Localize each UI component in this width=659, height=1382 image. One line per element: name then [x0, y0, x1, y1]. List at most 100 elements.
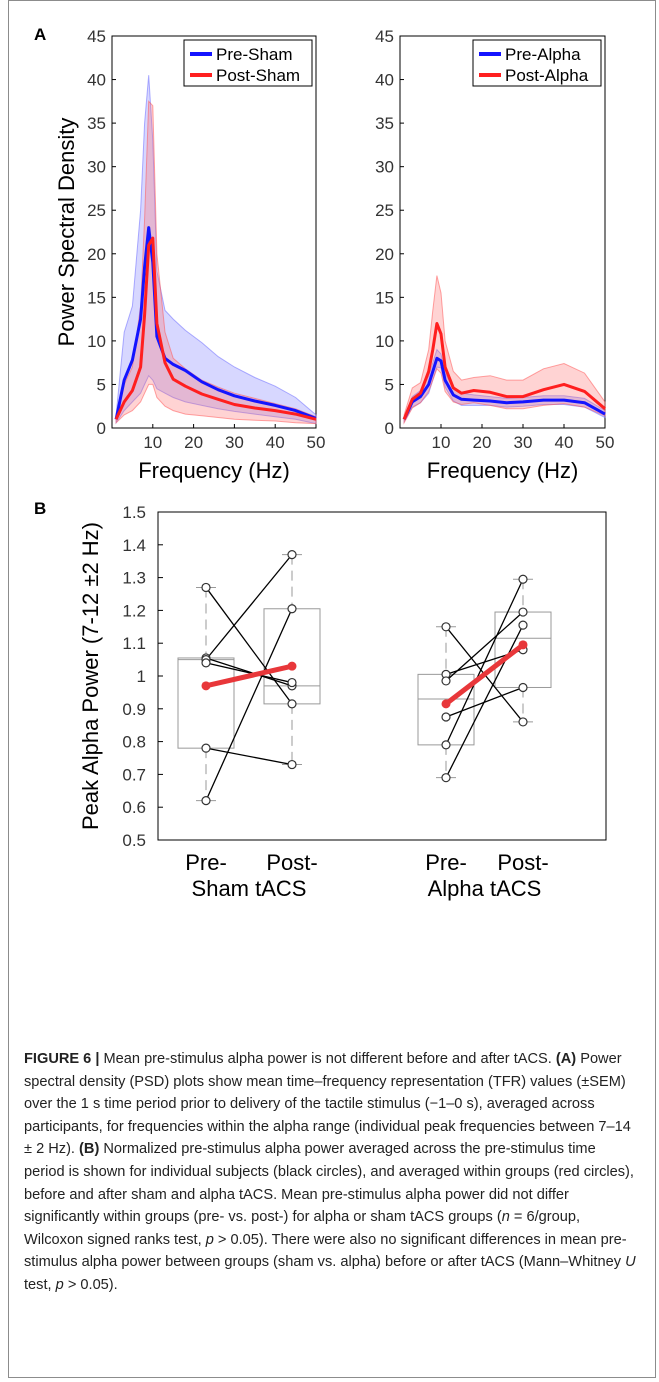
series-line-0 [402, 356, 606, 420]
caption-u: U [625, 1254, 636, 1271]
subject-line [445, 611, 524, 682]
y-tick-label: 0 [97, 419, 106, 438]
group-mean-point [441, 699, 451, 709]
y-tick-label: 1.4 [122, 536, 146, 555]
y-tick-label: 5 [97, 375, 106, 394]
x-axis-label: Frequency (Hz) [427, 458, 579, 483]
y-tick-label: 15 [87, 288, 106, 307]
y-tick-label: 35 [87, 114, 106, 133]
subject-line [205, 662, 293, 684]
caption-p1: p [205, 1231, 214, 1248]
x-group-label: Sham tACS [192, 876, 307, 901]
subject-point [201, 658, 211, 668]
series-line-0 [114, 226, 317, 420]
y-tick-label: 1.5 [122, 503, 146, 522]
subject-line [205, 587, 293, 705]
panel-label-a: A [34, 25, 46, 44]
subject-line [205, 608, 293, 801]
y-tick-label: 1.2 [122, 601, 146, 620]
y-axis-label: Power Spectral Density [54, 118, 79, 347]
y-tick-label: 10 [87, 332, 106, 351]
subject-point [201, 796, 211, 806]
psd-plot-alpha: 0 5 10 15 20 25 30 35 40 45 10 20 30 40 50 Frequency (H… [375, 27, 614, 483]
y-tick-label: 40 [375, 71, 394, 90]
panel-label-b: B [34, 499, 46, 518]
x-tick-label: 50 [596, 433, 615, 452]
y-tick-label: 35 [375, 114, 394, 133]
caption-text-2: Power spectral density (PSD) plots show … [24, 1051, 631, 1158]
plot-area-frame [399, 35, 606, 429]
caption-b-label: (B) [79, 1141, 100, 1158]
subject-line [445, 624, 524, 778]
y-tick-label: 20 [375, 245, 394, 264]
subject-line [205, 747, 293, 766]
x-category-label: Post- [497, 850, 548, 875]
y-tick-label: 30 [375, 158, 394, 177]
x-tick-label: 30 [225, 433, 244, 452]
subject-point [441, 622, 451, 632]
x-category-label: Post- [266, 850, 317, 875]
y-tick-label: 0.6 [122, 798, 146, 817]
subject-line [205, 657, 293, 687]
caption-text-4: = 6/group, Wilcoxon signed ranks test, [24, 1209, 581, 1248]
subject-point [287, 677, 297, 688]
caption-a-label: (A) [555, 1051, 577, 1067]
caption-text-5: > 0.05). There were also no significant … [24, 1231, 627, 1271]
y-tick-label: 30 [87, 158, 106, 177]
y-tick-label: 20 [87, 245, 106, 264]
group-mean-point [201, 681, 211, 691]
x-group-label: Alpha tACS [428, 876, 542, 901]
subject-point [441, 712, 451, 722]
caption-figure-label: FIGURE 6 | [24, 1051, 100, 1067]
subject-point [287, 550, 297, 560]
caption-p2: p [55, 1276, 64, 1293]
subject-point [518, 682, 528, 693]
figure-frame [8, 0, 656, 1378]
subject-point [201, 743, 211, 753]
x-tick-label: 10 [143, 433, 162, 452]
plot-area-frame [111, 35, 317, 429]
group-mean-point [518, 640, 528, 650]
plot-area-frame [157, 511, 607, 841]
y-tick-label: 0.8 [122, 733, 146, 752]
x-tick-label: 10 [432, 433, 451, 452]
x-category-label: Pre- [185, 850, 227, 875]
subject-point [441, 676, 451, 686]
y-tick-label: 25 [87, 201, 106, 220]
x-tick-label: 40 [266, 433, 285, 452]
y-tick-label: 10 [375, 332, 394, 351]
y-tick-label: 0.5 [122, 831, 146, 850]
caption-text-3: Normalized pre-stimulus alpha power aver… [24, 1141, 634, 1226]
legend-box [183, 39, 313, 87]
legend-label: Post-Sham [216, 66, 300, 85]
subject-line [445, 578, 524, 746]
y-tick-label: 1.3 [122, 569, 146, 588]
caption-text-1: Mean pre-stimulus alpha power is not dif… [99, 1051, 556, 1067]
y-axis-label: Peak Alpha Power (7-12 ±2 Hz) [78, 522, 103, 830]
psd-plot-sham: 0 5 10 15 20 25 30 35 40 45 10 20 30 40 50 Frequency (H… [54, 27, 325, 483]
y-tick-label: 0.7 [122, 765, 146, 784]
sem-band-0 [403, 348, 606, 424]
group-mean-line [443, 642, 526, 707]
x-tick-label: 30 [514, 433, 533, 452]
subject-point [287, 699, 297, 709]
group-mean-line [203, 663, 295, 689]
x-category-label: Pre- [425, 850, 467, 875]
subject-point [441, 773, 451, 783]
y-tick-label: 0 [385, 419, 394, 438]
subject-point [518, 607, 528, 617]
subject-point [518, 574, 528, 584]
y-tick-label: 5 [385, 375, 394, 394]
subject-point [287, 604, 297, 614]
y-tick-label: 15 [375, 288, 394, 307]
caption-n: n [501, 1209, 510, 1226]
subject-line [205, 554, 293, 661]
subject-point [201, 582, 211, 593]
legend-label: Post-Alpha [505, 66, 589, 85]
series-line-1 [114, 236, 317, 421]
legend-box [472, 39, 602, 87]
y-tick-label: 1 [137, 667, 146, 686]
y-tick-label: 45 [87, 27, 106, 46]
x-axis-label: Frequency (Hz) [138, 458, 290, 483]
